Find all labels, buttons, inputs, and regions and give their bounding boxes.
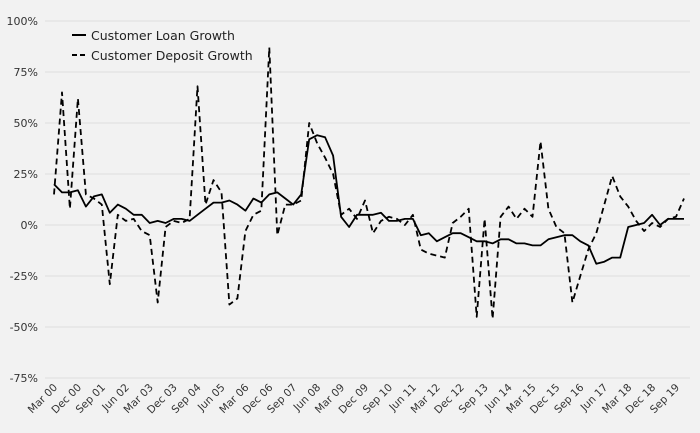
series-lines [53,46,685,320]
y-tick-label: 0% [21,219,38,232]
y-tick-label: -25% [10,270,38,283]
series-line-customer-deposit-growth [53,46,685,320]
legend-label-loan: Customer Loan Growth [91,28,235,43]
series-line-customer-loan-growth [53,134,684,265]
grid-lines [45,20,690,379]
legend-label-deposit: Customer Deposit Growth [91,48,253,63]
legend: Customer Loan Growth Customer Deposit Gr… [72,28,253,63]
y-tick-label: 75% [14,66,38,79]
y-tick-label: 50% [14,117,38,130]
y-tick-label: -50% [10,321,38,334]
y-tick-label: 100% [7,15,38,28]
y-tick-label: 25% [14,168,38,181]
y-tick-label: -75% [10,372,38,385]
y-axis-tick-labels: 100% 75% 50% 25% 0% -25% -50% -75% [7,15,38,385]
